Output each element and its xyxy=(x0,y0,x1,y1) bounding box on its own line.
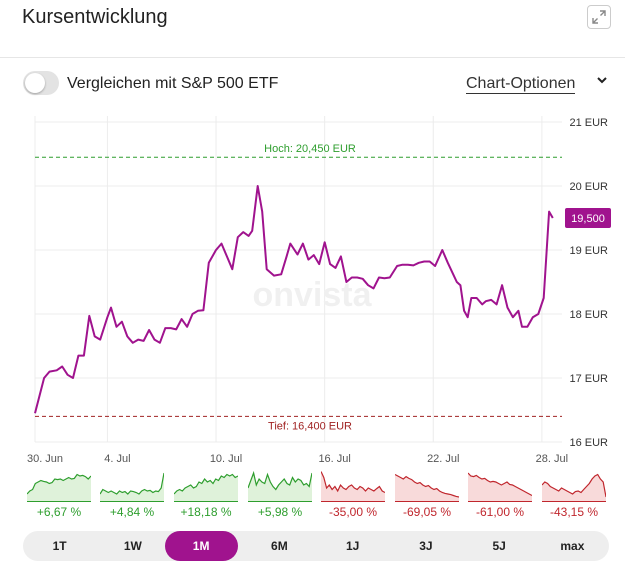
y-tick-label: 20 EUR xyxy=(569,181,608,193)
low-label: Tief: 16,400 EUR xyxy=(268,420,352,432)
tab-6m[interactable]: 6M xyxy=(271,539,288,553)
tab-1m[interactable]: 1M xyxy=(164,531,238,561)
mini-chart-area xyxy=(395,474,459,502)
mini-chart-area xyxy=(100,473,164,502)
mini-chart-percent: +6,67 % xyxy=(36,505,82,519)
tab-3j[interactable]: 3J xyxy=(419,539,433,553)
tab-1j[interactable]: 1J xyxy=(345,539,360,553)
compare-label: Vergleichen mit S&P 500 ETF xyxy=(67,75,279,92)
y-tick-label: 16 EUR xyxy=(569,437,608,449)
chevron-down-icon[interactable] xyxy=(596,74,608,86)
mini-chart-area xyxy=(174,474,238,502)
mini-chart[interactable] xyxy=(395,466,459,502)
mini-chart-line xyxy=(468,472,532,497)
toggle-knob xyxy=(25,73,45,93)
mini-chart-line xyxy=(321,471,385,494)
y-tick-label: 18 EUR xyxy=(569,309,608,321)
last-price-label: 19,500 xyxy=(571,213,605,225)
mini-chart[interactable] xyxy=(27,466,91,502)
mini-chart[interactable] xyxy=(321,466,385,502)
mini-chart[interactable] xyxy=(248,466,312,502)
mini-chart-area xyxy=(542,474,606,502)
expand-button[interactable] xyxy=(587,5,611,29)
mini-chart-percent: -69,05 % xyxy=(402,505,452,519)
mini-chart-percent: -43,15 % xyxy=(549,505,599,519)
mini-chart-line xyxy=(248,470,312,491)
period-tabs: 1T 1W 1M 6M 1J 3J 5J max xyxy=(23,531,609,561)
mini-chart[interactable] xyxy=(174,466,238,502)
watermark: onvista xyxy=(252,276,372,314)
y-tick-label: 19 EUR xyxy=(569,245,608,257)
mini-chart-area xyxy=(248,473,312,502)
widget-title: Kursentwicklung xyxy=(22,6,168,28)
x-tick-label: 4. Jul xyxy=(104,453,130,465)
mini-chart-area xyxy=(27,474,91,502)
mini-chart-percent: +5,98 % xyxy=(257,505,303,519)
chart-options-link[interactable]: Chart-Optionen xyxy=(466,75,576,94)
tab-5j[interactable]: 5J xyxy=(492,539,506,553)
mini-chart-line xyxy=(174,473,238,495)
tab-1w[interactable]: 1W xyxy=(123,539,142,553)
compare-toggle[interactable] xyxy=(23,71,59,95)
price-chart: 21 EUR 20 EUR 19 EUR 18 EUR 17 EUR 16 EUR 30. … xyxy=(27,116,611,465)
mini-chart-line xyxy=(100,472,164,495)
expand-icon xyxy=(592,10,606,24)
x-tick-label: 16. Jul xyxy=(318,453,350,465)
mini-chart-percent: +4,84 % xyxy=(109,505,155,519)
mini-chart-percent: +18,18 % xyxy=(180,505,232,519)
mini-chart[interactable] xyxy=(100,466,164,502)
high-label: Hoch: 20,450 EUR xyxy=(264,143,356,155)
x-tick-label: 10. Jul xyxy=(210,453,242,465)
y-tick-label: 17 EUR xyxy=(569,373,608,385)
tab-1t[interactable]: 1T xyxy=(52,539,67,553)
x-tick-label: 30. Jun xyxy=(27,453,63,465)
mini-chart-line xyxy=(27,473,91,495)
header-divider xyxy=(0,57,625,58)
last-price-badge xyxy=(565,208,611,228)
mini-chart-area xyxy=(468,473,532,502)
mini-chart-line xyxy=(395,473,459,498)
tab-max[interactable]: max xyxy=(560,539,585,553)
mini-chart-line xyxy=(542,473,606,498)
y-tick-label: 21 EUR xyxy=(569,117,608,129)
x-tick-label: 28. Jul xyxy=(536,453,568,465)
x-tick-label: 22. Jul xyxy=(427,453,459,465)
mini-chart[interactable] xyxy=(468,466,532,502)
mini-chart[interactable] xyxy=(542,466,606,502)
mini-chart-percent: -35,00 % xyxy=(328,505,378,519)
price-line xyxy=(34,185,554,414)
mini-chart-percent: -61,00 % xyxy=(475,505,525,519)
